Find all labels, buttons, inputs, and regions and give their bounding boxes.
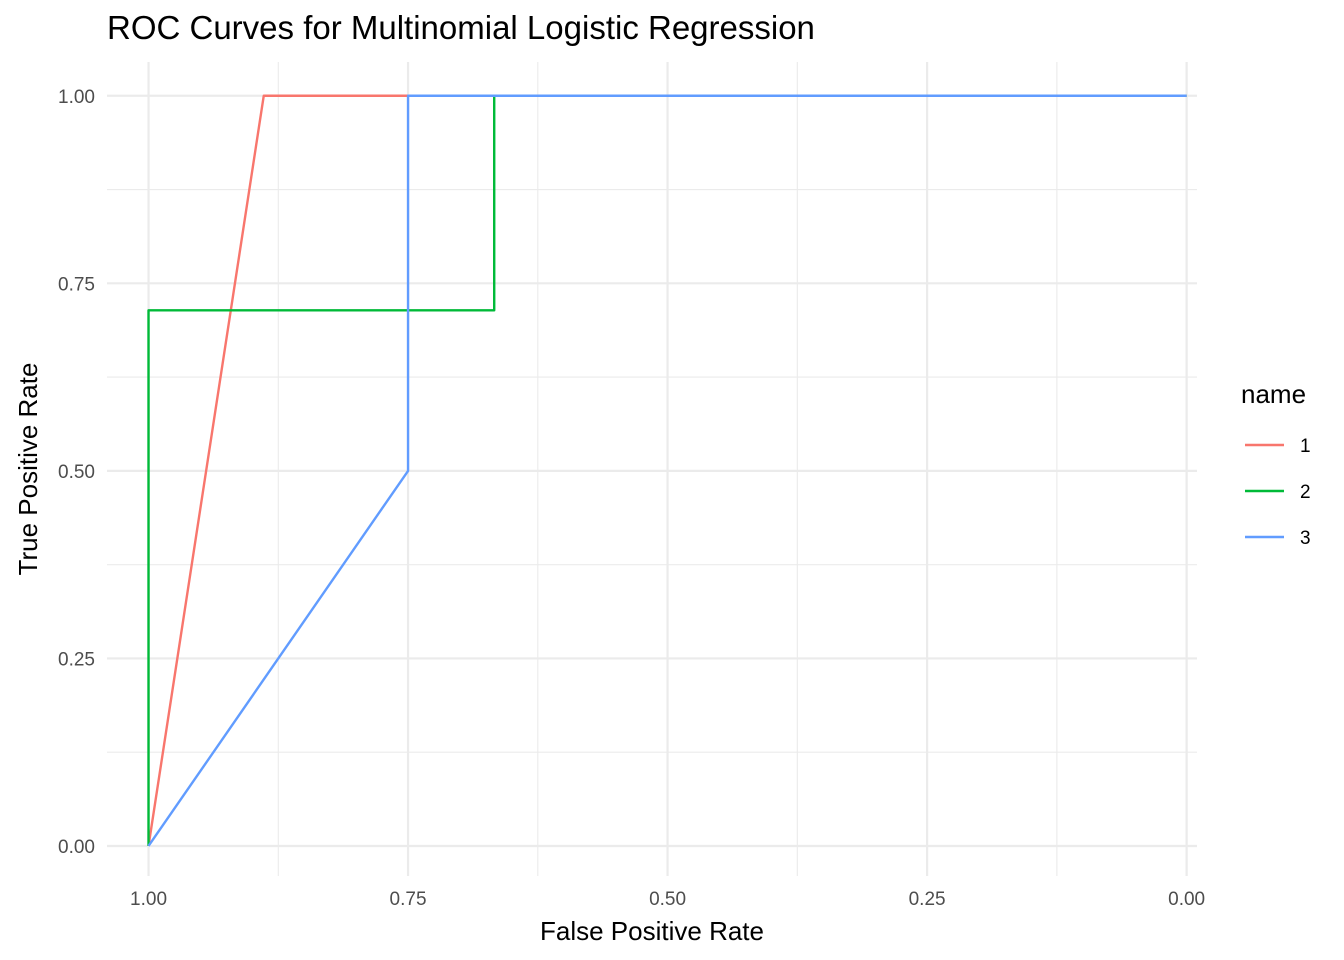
grid (107, 62, 1197, 876)
y-axis-title: True Positive Rate (13, 363, 43, 576)
x-axis-ticks: 1.00 0.75 0.50 0.25 0.00 (130, 889, 1205, 910)
y-tick-label: 0.00 (58, 837, 95, 858)
legend: name 1 2 3 (1241, 379, 1311, 549)
x-tick-label: 0.75 (390, 889, 427, 910)
y-axis-ticks: 0.00 0.25 0.50 0.75 1.00 (58, 87, 95, 858)
x-tick-label: 1.00 (130, 889, 167, 910)
legend-title: name (1241, 379, 1306, 409)
x-tick-label: 0.50 (649, 889, 686, 910)
chart-title: ROC Curves for Multinomial Logistic Regr… (107, 9, 815, 46)
legend-label-2: 2 (1300, 482, 1311, 503)
x-tick-label: 0.00 (1168, 889, 1205, 910)
series-line-3 (147, 94, 1187, 847)
legend-label-1: 1 (1300, 436, 1311, 457)
series-lines (147, 94, 1187, 847)
x-axis-title: False Positive Rate (540, 916, 764, 946)
x-tick-label: 0.25 (909, 889, 946, 910)
y-tick-label: 0.50 (58, 462, 95, 483)
y-tick-label: 1.00 (58, 87, 95, 108)
legend-label-3: 3 (1300, 528, 1311, 549)
y-tick-label: 0.75 (58, 274, 95, 295)
y-tick-label: 0.25 (58, 649, 95, 670)
